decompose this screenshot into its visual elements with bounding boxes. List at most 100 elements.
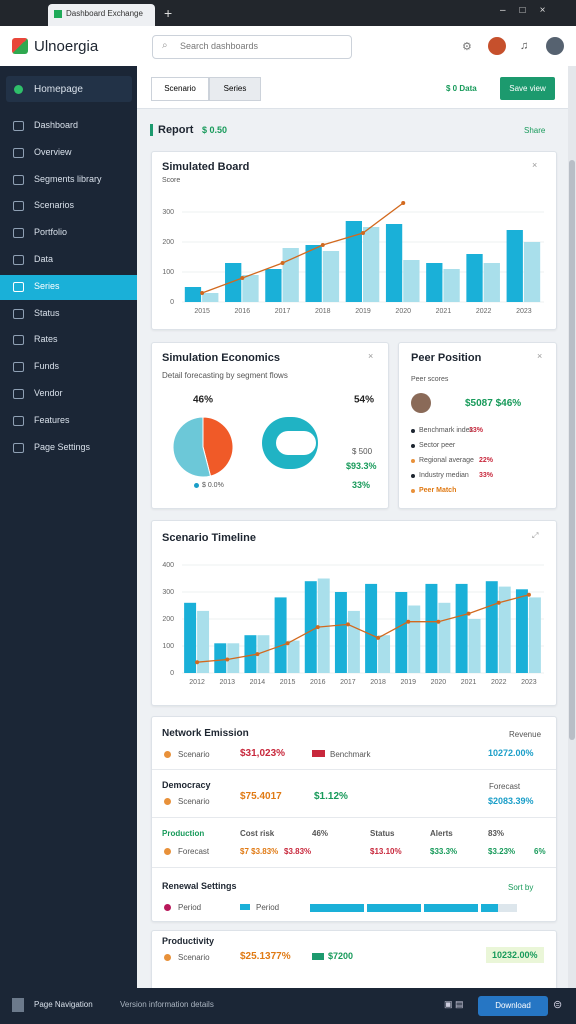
close-icon[interactable]: ×: [368, 351, 374, 361]
new-tab[interactable]: +: [164, 5, 173, 21]
column-head: 83%: [488, 829, 505, 838]
trend-point: [345, 622, 350, 627]
x-tick-label: 2018: [315, 308, 331, 315]
search-box[interactable]: [152, 35, 352, 59]
swatch: [312, 953, 324, 960]
nav-item[interactable]: Portfolio: [34, 227, 68, 238]
row-value: $75.4017: [240, 791, 282, 802]
bar: [287, 640, 300, 673]
sort-link[interactable]: Sort by: [508, 883, 534, 892]
x-tick-label: 2019: [400, 679, 416, 686]
row-label: Period: [178, 903, 202, 912]
x-tick-label: 2023: [516, 308, 532, 315]
board-card: Simulated Board Score × 0 100 200 300 2015 20…: [151, 151, 557, 330]
avatar[interactable]: [546, 37, 564, 55]
nav-item[interactable]: Series: [34, 280, 60, 291]
y-tick-label: 200: [162, 239, 174, 246]
legend-text: $ 0.0%: [202, 482, 224, 489]
card-title: Scenario Timeline: [162, 532, 256, 544]
nav-item[interactable]: Vendor: [34, 388, 63, 398]
bar: [225, 263, 242, 302]
bar: [443, 269, 460, 302]
avatar[interactable]: [488, 37, 506, 55]
card-subtitle: Detail forecasting by segment flows: [162, 371, 288, 380]
row-dot: [164, 954, 171, 961]
footer-nav[interactable]: Page Navigation: [34, 1000, 93, 1009]
window-controls[interactable]: –□×: [500, 5, 560, 16]
nav-item[interactable]: Rates: [34, 334, 58, 345]
row-title: Democracy: [162, 780, 211, 790]
share-link[interactable]: Share: [524, 126, 546, 135]
nav-icon: [13, 255, 24, 265]
section-title: Report: [158, 124, 194, 136]
bullet: [411, 429, 415, 433]
peer-label: Peer Match: [419, 487, 457, 494]
toolbar-tab[interactable]: Series: [209, 77, 261, 101]
home-item[interactable]: [6, 76, 132, 102]
metric: $ 500: [352, 447, 373, 456]
bar: [426, 263, 443, 302]
y-tick-label: 100: [162, 269, 174, 276]
settings-icon[interactable]: ⚙: [462, 41, 472, 53]
row-label: Scenario: [178, 953, 210, 962]
row-right: 10232.00%: [486, 947, 544, 963]
row-label: Scenario: [178, 797, 210, 806]
footer-menu[interactable]: ⊜: [553, 999, 563, 1011]
nav-item[interactable]: Status: [34, 307, 60, 318]
progress-bar: [310, 904, 517, 912]
save-button[interactable]: Save view: [500, 77, 555, 100]
card-subtitle: Peer scores: [411, 376, 449, 383]
scroll-thumb[interactable]: [569, 160, 575, 740]
peer-value: 33%: [479, 472, 494, 479]
pie-label: 46%: [193, 395, 213, 406]
app-name: Ulnoergia: [34, 38, 99, 55]
trend-point: [526, 592, 531, 597]
avatar: [411, 393, 431, 413]
bar: [438, 602, 451, 673]
peer-score: $5087 $46%: [465, 398, 522, 409]
y-tick-label: 400: [162, 562, 174, 569]
footer-info: Version information details: [120, 1000, 214, 1009]
nav-item[interactable]: Segments library: [34, 173, 102, 184]
cell: $3.23%: [488, 847, 516, 856]
bar: [334, 592, 347, 673]
column-head: Alerts: [430, 829, 453, 838]
nav-item[interactable]: Dashboard: [34, 120, 79, 130]
row-value: $25.1377%: [240, 951, 291, 962]
metric: $93.3%: [346, 461, 377, 471]
active-item[interactable]: [0, 274, 137, 300]
tab-title: Dashboard Exchange: [66, 9, 143, 18]
nav-item[interactable]: Scenarios: [34, 200, 75, 211]
card-title: Productivity: [162, 936, 215, 946]
x-tick-label: 2017: [340, 679, 356, 686]
trend-point: [376, 635, 381, 640]
nav-item[interactable]: Page Settings: [34, 441, 91, 452]
notification-icon[interactable]: ♫: [520, 40, 529, 52]
bar: [202, 293, 219, 302]
nav-icon: [13, 228, 24, 239]
bar: [378, 635, 391, 673]
pie-slice: [172, 416, 212, 478]
bar: [244, 635, 257, 673]
nav-icon: [13, 281, 24, 292]
x-tick-label: 2012: [189, 679, 205, 686]
toolbar-tab[interactable]: Scenario: [151, 77, 209, 101]
trend-point: [285, 641, 290, 646]
nav-item[interactable]: Features: [34, 414, 70, 425]
nav-item[interactable]: Data: [34, 254, 54, 264]
close-icon[interactable]: ×: [532, 160, 538, 170]
bullet: [411, 474, 415, 478]
footer-icons[interactable]: ▣ ▤: [444, 999, 464, 1009]
peer-value: 22%: [479, 457, 494, 464]
nav-item[interactable]: Funds: [34, 361, 60, 372]
bar: [466, 254, 483, 302]
nav-item[interactable]: Overview: [34, 146, 72, 157]
trend-point: [320, 243, 325, 247]
browser-tab[interactable]: [48, 4, 155, 26]
download-button[interactable]: Download: [478, 996, 548, 1016]
close-icon[interactable]: ×: [537, 351, 543, 361]
expand-icon[interactable]: ⤢: [532, 531, 539, 540]
card-title: Peer Position: [411, 352, 482, 364]
row-title: Renewal Settings: [162, 881, 237, 891]
